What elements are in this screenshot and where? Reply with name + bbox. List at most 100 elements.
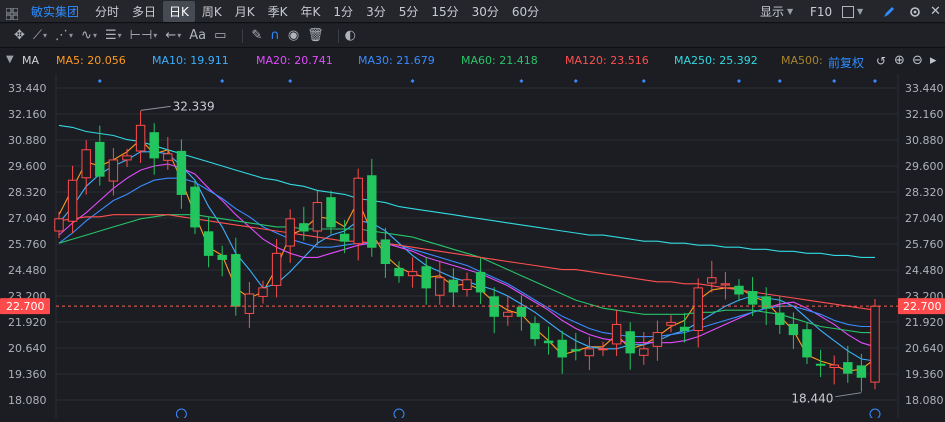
candle-body <box>108 159 119 182</box>
candle-body <box>258 287 268 297</box>
candle-body <box>339 233 350 242</box>
y-tick-right: 27.040 <box>905 212 944 225</box>
candle-body <box>775 312 785 325</box>
y-tick-right: 24.480 <box>905 264 944 277</box>
annotation-low: 18.440 <box>791 392 833 406</box>
candle-body <box>217 254 227 260</box>
drawing-toolbar: ✥ ⟋ ▾ ⋰ ▾ ∿ ▾ ☰ ▾ ⊢⊣ ▾ ← ▾ Aa ▭ ✎ ∩ ◉ 🗑 ◐ <box>0 24 945 48</box>
tab-period-8[interactable]: 3分 <box>366 4 386 19</box>
zoom-in-icon[interactable]: ⊕ <box>894 53 905 68</box>
divider <box>337 28 339 43</box>
candle-body <box>407 271 418 277</box>
indicator-name[interactable]: MA <box>22 54 40 67</box>
candle-body <box>135 124 146 152</box>
candle-body <box>285 218 295 247</box>
chevron-down-icon: ▼ <box>787 7 794 16</box>
channel-tool-icon[interactable]: ⋰ ▾ <box>55 28 74 43</box>
settings-gear-icon[interactable] <box>908 0 922 23</box>
event-marker <box>737 79 741 83</box>
kline-chart[interactable]: 33.440 33.440 32.160 32.160 30.880 30.880 29.6… <box>0 74 945 420</box>
adjust-mode[interactable]: 前复权 <box>828 56 865 70</box>
y-tick-left: 32.160 <box>8 108 47 121</box>
ma-legend-item[interactable]: MA30: 21.679 <box>358 54 435 67</box>
candle-body <box>666 321 676 326</box>
candle-body <box>503 311 513 317</box>
tab-period-1[interactable]: 多日 <box>132 4 157 19</box>
y-tick-left: 30.880 <box>8 134 47 147</box>
ma-legend-item[interactable]: MA120: 23.516 <box>565 54 649 67</box>
candle-body <box>802 329 812 358</box>
tab-period-4[interactable]: 月K <box>234 4 255 19</box>
event-marker <box>641 79 646 83</box>
wave-tool-icon[interactable]: ∿ ▾ <box>81 28 97 43</box>
candle-body <box>203 231 214 256</box>
text-tool[interactable]: Aa <box>189 28 207 43</box>
ma-legend-item[interactable]: MA5: 20.056 <box>56 54 126 67</box>
candle-body <box>421 266 431 289</box>
candle-body <box>448 279 459 293</box>
tab-period-6[interactable]: 年K <box>300 4 321 19</box>
ma-legend-item[interactable]: MA500: <box>781 54 823 67</box>
candle-body <box>312 202 323 232</box>
ma-legend-item[interactable]: MA20: 20.741 <box>256 54 333 67</box>
candle-body <box>598 348 608 351</box>
stock-name[interactable]: 敏实集团 <box>31 4 80 19</box>
f10-button[interactable]: F10 <box>810 0 832 23</box>
eye-icon[interactable]: ◉ <box>287 28 300 43</box>
collapse-icon[interactable]: ▼ <box>6 54 14 65</box>
event-marker <box>220 79 225 83</box>
tab-period-0[interactable]: 分时 <box>95 4 120 19</box>
draw-pen-icon[interactable] <box>882 0 896 23</box>
line-tool-icon[interactable]: ⟋ ▾ <box>32 28 48 43</box>
tab-period-12[interactable]: 60分 <box>511 4 540 19</box>
square-icon <box>842 5 854 18</box>
y-tick-left: 19.360 <box>8 368 47 381</box>
y-tick-left: 27.040 <box>8 212 47 225</box>
trash-icon[interactable]: 🗑 <box>307 28 324 43</box>
kline-chart-svg[interactable]: 33.440 33.440 32.160 32.160 30.880 30.880 29.6… <box>0 74 945 420</box>
y-tick-right: 28.320 <box>905 186 944 199</box>
candle-body <box>870 305 880 383</box>
reset-icon[interactable]: ↺ <box>876 54 887 68</box>
current-price-badge-left <box>0 298 50 315</box>
close-icon[interactable]: ✕ <box>930 4 941 19</box>
tab-period-7[interactable]: 1分 <box>333 4 354 19</box>
tab-period-11[interactable]: 30分 <box>471 4 499 19</box>
y-tick-left: 28.320 <box>8 186 47 199</box>
y-tick-left: 24.480 <box>8 264 47 277</box>
tab-period-5[interactable]: 季K <box>267 4 288 19</box>
grid-menu-icon[interactable] <box>5 5 19 21</box>
candle-body <box>652 332 663 347</box>
ma-legend-item[interactable]: MA60: 21.418 <box>461 54 538 67</box>
candle-body <box>176 150 187 195</box>
candle-body <box>231 254 241 307</box>
candle-body <box>625 331 635 354</box>
magnet-icon[interactable]: ∩ <box>270 28 280 43</box>
candle-body <box>679 326 690 332</box>
tab-period-10[interactable]: 15分 <box>431 4 459 19</box>
ma-legend-item[interactable]: MA250: 25.392 <box>674 54 758 67</box>
zoom-out-icon[interactable]: ⊖ <box>912 53 923 68</box>
display-menu[interactable]: 显示 ▼ <box>760 0 793 23</box>
fib-tool-icon[interactable]: ☰ ▾ <box>104 28 122 43</box>
comment-icon[interactable]: ▭ <box>214 28 227 43</box>
candle-body <box>707 277 717 284</box>
measure-tool-icon[interactable]: ⊢⊣ ▾ <box>129 28 158 43</box>
tab-period-3[interactable]: 周K <box>201 4 222 19</box>
y-tick-left: 29.600 <box>8 160 47 173</box>
event-marker <box>777 79 782 83</box>
arrow-tool-icon[interactable]: ← ▾ <box>165 28 182 43</box>
candle-body <box>815 363 826 366</box>
ma-legend-item[interactable]: MA10: 19.911 <box>152 54 229 67</box>
tab-period-2[interactable]: 日K <box>163 0 195 22</box>
candle-body <box>856 365 867 378</box>
crosshair-move-icon[interactable]: ✥ <box>14 28 25 43</box>
next-icon[interactable]: ▸ <box>930 53 937 68</box>
tab-period-9[interactable]: 5分 <box>398 4 419 19</box>
layout-toggle[interactable]: ▼ <box>842 0 863 23</box>
candle-body <box>271 252 282 286</box>
toggle-icon[interactable]: ◐ <box>344 28 357 43</box>
candle-body <box>761 296 771 309</box>
annotation-leader <box>140 105 171 111</box>
eraser-icon[interactable]: ✎ <box>251 28 263 43</box>
